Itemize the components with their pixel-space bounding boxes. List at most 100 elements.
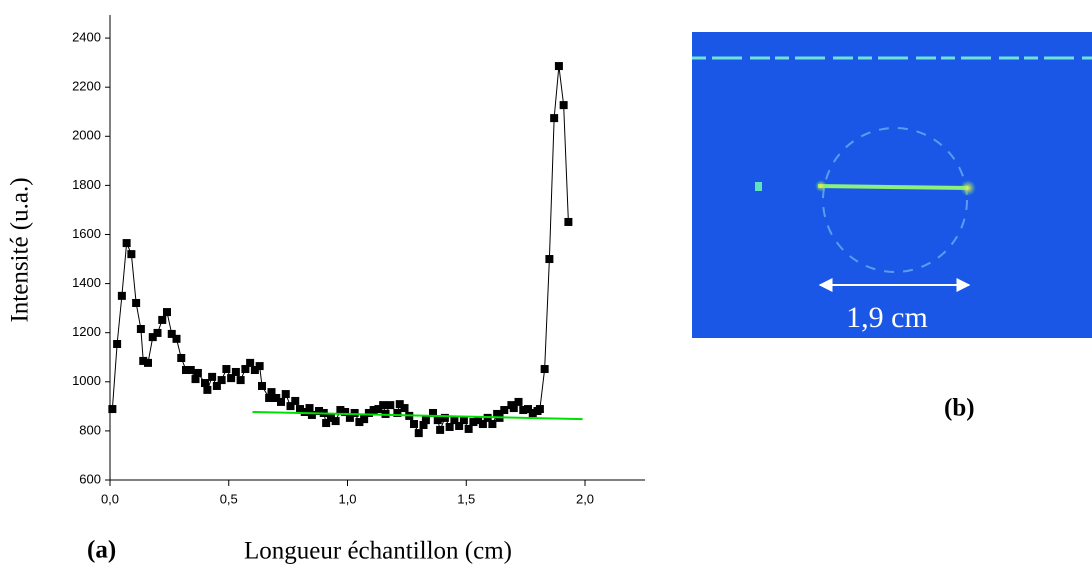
data-point (436, 425, 445, 434)
data-point (191, 375, 200, 384)
panel-label: (a) (87, 537, 116, 564)
data-point (315, 407, 324, 416)
data-point (246, 358, 255, 367)
data-point (459, 416, 468, 425)
x-tick-label: 2,0 (576, 491, 594, 506)
data-point (393, 408, 402, 417)
x-tick-label: 1,5 (457, 491, 475, 506)
data-point (122, 239, 131, 248)
data-point (379, 401, 388, 410)
image-ring (822, 127, 968, 273)
data-point (395, 400, 404, 409)
data-point (519, 406, 528, 415)
image-sample (817, 184, 969, 190)
data-point (236, 376, 245, 385)
data-point (227, 374, 236, 383)
data-point (514, 397, 523, 406)
data-point (177, 353, 186, 362)
data-point (364, 408, 373, 417)
data-point (305, 404, 314, 413)
data-point (212, 381, 221, 390)
data-point (386, 401, 395, 410)
data-line (111, 66, 569, 435)
y-tick-label: 800 (79, 422, 101, 437)
data-point (281, 390, 290, 399)
y-tick-label: 1800 (72, 177, 101, 192)
data-point (564, 217, 573, 226)
image-spot (960, 180, 976, 196)
data-point (136, 325, 145, 334)
data-point (350, 408, 359, 417)
x-tick-label: 1,0 (338, 491, 356, 506)
image-spot (755, 182, 762, 191)
data-point (550, 114, 559, 123)
data-point (222, 365, 231, 374)
data-point (255, 362, 264, 371)
data-point (528, 408, 537, 417)
data-point (250, 366, 259, 375)
data-point (241, 365, 250, 374)
data-point (296, 405, 305, 414)
data-point (326, 413, 335, 422)
data-point (286, 402, 295, 411)
data-point (258, 381, 267, 390)
data-point (524, 405, 533, 414)
data-point (488, 420, 497, 429)
data-point (410, 420, 419, 429)
data-point (455, 421, 464, 430)
data-point (217, 376, 226, 385)
scale-label: 1,9 cm (846, 301, 928, 334)
data-point (360, 415, 369, 424)
fit-line (252, 410, 583, 421)
panel-label: (b) (944, 395, 975, 422)
data-point (369, 406, 378, 415)
data-point (182, 366, 191, 375)
data-point (478, 420, 487, 429)
data-point (336, 406, 345, 415)
y-tick-label: 2000 (72, 128, 101, 143)
data-point (445, 422, 454, 431)
data-point (469, 418, 478, 427)
data-point (331, 417, 340, 426)
data-point (535, 405, 544, 414)
y-tick-label: 1200 (72, 324, 101, 339)
data-point (231, 367, 240, 376)
data-point (474, 416, 483, 425)
x-tick-label: 0,5 (220, 491, 238, 506)
data-point (421, 416, 430, 425)
y-tick-label: 2400 (72, 30, 101, 45)
image-panel: 1,9 cm (692, 32, 1092, 338)
data-point (355, 418, 364, 427)
y-tick-label: 2200 (72, 79, 101, 94)
data-point (450, 416, 459, 425)
image-spot (815, 180, 827, 192)
data-point (193, 368, 202, 377)
data-point (300, 407, 309, 416)
data-point (163, 308, 172, 317)
data-point (265, 393, 274, 402)
data-point (144, 358, 153, 367)
y-tick-label: 1000 (72, 373, 101, 388)
data-point (201, 379, 210, 388)
data-point (158, 315, 167, 324)
data-point (559, 101, 568, 110)
data-point (419, 421, 428, 430)
data-point (148, 333, 157, 342)
data-point (509, 404, 518, 413)
y-tick-label: 600 (79, 471, 101, 486)
data-point (400, 404, 409, 413)
x-axis-title: Longueur échantillon (cm) (244, 538, 512, 565)
data-point (127, 250, 136, 259)
data-point (291, 396, 300, 405)
data-point (464, 424, 473, 433)
data-point (139, 356, 148, 365)
data-point (433, 416, 442, 425)
data-point (153, 328, 162, 337)
data-point (167, 329, 176, 338)
data-point (500, 406, 509, 415)
data-point (132, 298, 141, 307)
data-point (117, 291, 126, 300)
data-point (345, 413, 354, 422)
data-point (322, 419, 331, 428)
